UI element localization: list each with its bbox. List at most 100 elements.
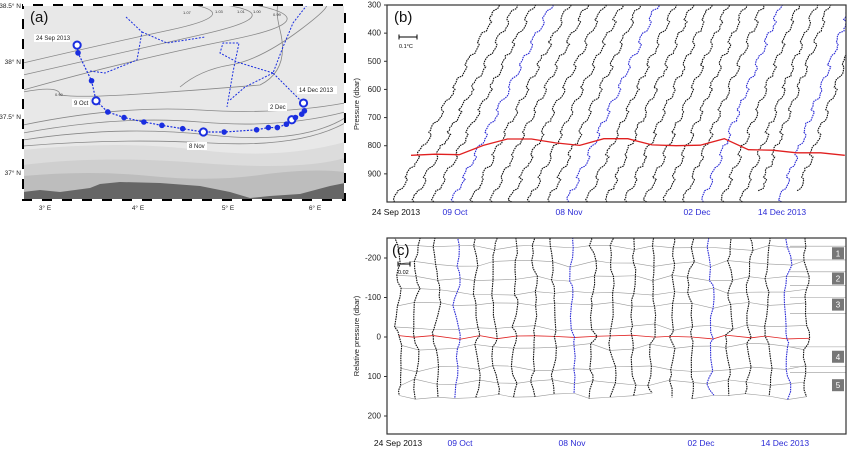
profile: [526, 5, 625, 202]
layer-connector: [537, 275, 552, 281]
layer-connector: [474, 344, 493, 347]
panel-label-b: (b): [394, 9, 412, 26]
layer-connector: [457, 366, 480, 370]
svg-text:37° N: 37° N: [5, 169, 22, 177]
profile: [491, 238, 500, 395]
y-tick-label: 500: [368, 57, 382, 66]
layer-connector: [732, 276, 750, 281]
layer-connector: [475, 394, 499, 398]
layer-connector: [551, 279, 570, 282]
track-marker: [253, 127, 260, 133]
svg-text:0.99: 0.99: [55, 92, 64, 97]
layer-connector: [790, 382, 805, 384]
layer-connector: [439, 231, 456, 232]
isopycnal-connector: [713, 334, 726, 340]
layer-connector: [691, 394, 714, 400]
layer-connector: [552, 368, 574, 371]
layer-label: 3: [836, 301, 841, 310]
profile: [412, 238, 421, 400]
layer-connector: [498, 394, 514, 398]
layer-label: 1: [836, 249, 841, 258]
layer-connector: [725, 343, 747, 348]
layer-connector: [551, 231, 575, 234]
profile: [507, 5, 608, 202]
layer-connector: [479, 379, 498, 384]
layer-connector: [674, 346, 693, 349]
y-axis-b: 300 400 500 600 700 800 900: [368, 1, 387, 178]
profile: [724, 238, 734, 396]
layer-connector: [416, 275, 438, 281]
track-marker: [88, 77, 95, 84]
track-marker-open: [91, 96, 101, 106]
layer-connector: [572, 291, 594, 294]
track-marker: [141, 119, 147, 125]
layer-connector: [516, 230, 538, 231]
date-labels-b: 24 Sep 2013 09 Oct 08 Nov 02 Dec 14 Dec …: [372, 207, 806, 217]
layer-connector: [687, 276, 710, 282]
isopycnal-connector: [534, 335, 555, 337]
svg-text:24 Sep 2013: 24 Sep 2013: [374, 438, 422, 448]
layer-connector: [571, 303, 593, 306]
layer-connector: [457, 344, 475, 349]
layer-connector: [633, 262, 654, 267]
track-annotations: 24 Sep 2013 9 Oct 8 Nov 2 Dec 14 Dec 201…: [34, 34, 337, 150]
layer-connector: [550, 246, 574, 249]
layer-boundaries: [790, 245, 846, 373]
layer-connector: [414, 261, 436, 265]
date-labels-c: 24 Sep 2013 09 Oct 08 Nov 02 Dec 14 Dec …: [374, 438, 809, 448]
layer-connector: [609, 348, 634, 351]
layer-connector: [768, 343, 788, 347]
layer-connector: [554, 302, 572, 305]
layer-connector: [574, 380, 594, 385]
svg-text:4° E: 4° E: [132, 204, 145, 212]
layer-connector: [615, 382, 636, 386]
profile: [744, 238, 754, 394]
layer-connector: [552, 261, 571, 268]
layer-connector: [439, 289, 458, 293]
track-marker-open: [198, 127, 208, 137]
layer-connector: [674, 291, 688, 294]
isopycnal-connector: [654, 335, 670, 338]
layer-connector: [573, 392, 590, 399]
profile: [585, 5, 678, 202]
layer-connector: [401, 345, 420, 351]
layer-connector: [632, 323, 655, 327]
layer-connector: [633, 392, 653, 396]
svg-text:0.1°C: 0.1°C: [399, 44, 413, 50]
layer-connector: [530, 379, 553, 382]
svg-text:24 Sep 2013: 24 Sep 2013: [372, 207, 420, 217]
profile: [757, 5, 832, 192]
layer-connector: [555, 329, 572, 331]
layer-connector: [765, 276, 787, 279]
y-tick-label: 0: [377, 333, 382, 342]
layer-connector: [533, 346, 557, 349]
track-marker-open: [72, 40, 82, 50]
layer-connector: [589, 396, 610, 399]
layer-connector: [787, 396, 807, 400]
layer-connector: [764, 325, 787, 328]
svg-text:14 Dec 2013: 14 Dec 2013: [299, 88, 334, 94]
track-marker: [221, 129, 227, 135]
layer-connector: [514, 291, 536, 296]
layer-connector: [531, 260, 553, 262]
layer-connector: [452, 304, 477, 306]
profile: [642, 5, 731, 202]
layer-connector: [591, 233, 616, 234]
layer-connector: [569, 275, 595, 282]
profile: [411, 5, 519, 202]
layer-connector: [573, 245, 590, 249]
profile: [647, 238, 657, 394]
layer-connector: [609, 395, 634, 398]
isopycnal-connector: [479, 335, 498, 340]
layer-connector: [727, 291, 747, 294]
float-track: [72, 40, 309, 137]
layer-connector: [768, 245, 788, 248]
track-marker: [274, 124, 281, 131]
layer-connector: [534, 393, 555, 397]
profile: [472, 238, 481, 398]
layer-connector: [477, 327, 497, 329]
highlighted-profile: [569, 238, 576, 394]
y-axis-title-c: Relative pressure (dbar): [352, 295, 361, 376]
profile: [668, 238, 676, 398]
layer-connector: [459, 327, 479, 331]
